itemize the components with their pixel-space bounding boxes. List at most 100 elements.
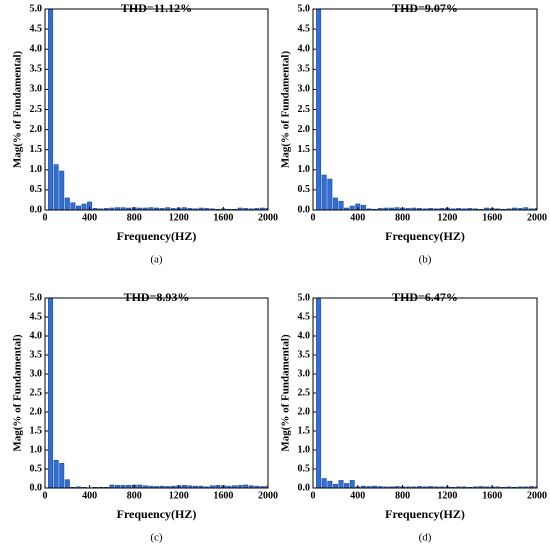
y-tick-label: 1.0	[30, 444, 43, 455]
y-tick-label: 2.0	[298, 406, 311, 417]
y-tick-label: 1.0	[298, 164, 311, 175]
y-tick-label: 2.0	[30, 406, 43, 417]
bar	[327, 178, 333, 210]
panel: 0.0 0.5 1.0 1.5 2.0 2.5 3.0 3.5 4.0 4.5 5.0 0 400 800…	[280, 290, 547, 544]
y-tick-label: 0.5	[30, 184, 43, 195]
y-tick-label: 0.0	[30, 482, 43, 493]
y-tick-label: 1.5	[298, 144, 311, 155]
chart-title: THD=11.12%	[121, 1, 192, 15]
y-axis-label: Mag(% of Fundamental)	[12, 334, 24, 452]
chart-title: THD=8.93%	[124, 290, 190, 304]
y-tick-label: 3.0	[298, 368, 311, 379]
x-tick-label: 800	[395, 490, 410, 501]
bar	[484, 207, 490, 210]
chart-title: THD=9.07%	[392, 1, 458, 15]
x-tick-label: 800	[127, 212, 142, 223]
y-tick-label: 2.0	[30, 124, 43, 135]
y-tick-label: 4.5	[30, 311, 43, 322]
bar	[332, 197, 338, 210]
bar	[198, 207, 204, 210]
bar	[338, 200, 344, 210]
bar	[327, 480, 333, 488]
bar	[70, 202, 76, 210]
bar	[360, 204, 366, 210]
bar	[366, 208, 372, 210]
bar	[53, 164, 59, 210]
bar	[461, 208, 467, 210]
x-tick-label: 2000	[527, 490, 547, 501]
caption: (b)	[419, 254, 432, 266]
y-tick-label: 0.0	[298, 482, 311, 493]
x-tick-label: 1200	[437, 490, 457, 501]
bar	[372, 485, 378, 488]
x-tick-label: 400	[82, 212, 97, 223]
bar	[98, 208, 104, 210]
panel: 0.0 0.5 1.0 1.5 2.0 2.5 3.0 3.5 4.0 4.5 5.0 0 400 800…	[12, 290, 278, 544]
y-tick-label: 4.0	[298, 43, 311, 54]
bar	[248, 208, 254, 210]
plot-frame	[44, 297, 269, 489]
y-tick-label: 3.0	[298, 84, 311, 95]
y-tick-label: 4.5	[298, 23, 311, 34]
panel: 0.0 0.5 1.0 1.5 2.0 2.5 3.0 3.5 4.0 4.5 5.0 0 400 800…	[12, 1, 278, 266]
bar	[154, 486, 159, 488]
y-tick-label: 2.5	[298, 387, 311, 398]
x-tick-label: 2000	[527, 212, 547, 223]
bar	[109, 207, 115, 210]
x-tick-label: 0	[43, 212, 48, 223]
bar	[534, 486, 537, 488]
y-tick-label: 0.5	[298, 463, 311, 474]
x-axis-label: Frequency(HZ)	[385, 229, 465, 243]
bar	[321, 174, 327, 210]
bar	[472, 208, 478, 210]
bar	[388, 207, 394, 210]
bar	[87, 201, 93, 210]
y-tick-label: 2.0	[298, 124, 311, 135]
x-tick-label: 1600	[482, 490, 502, 501]
bar	[154, 207, 159, 210]
caption: (d)	[419, 532, 432, 544]
x-tick-label: 0	[311, 212, 316, 223]
bar	[344, 207, 350, 210]
x-tick-label: 1600	[482, 212, 502, 223]
y-tick-label: 1.5	[30, 144, 43, 155]
bar	[377, 486, 383, 488]
bar	[512, 207, 518, 210]
x-tick-label: 400	[82, 490, 97, 501]
y-tick-label: 0.5	[30, 463, 43, 474]
y-tick-label: 4.0	[30, 330, 43, 341]
bar	[209, 485, 215, 488]
bar	[59, 463, 65, 488]
bar	[187, 485, 193, 488]
chart-title: THD=6.47%	[392, 290, 458, 304]
y-tick-label: 3.0	[30, 84, 43, 95]
bar	[126, 207, 132, 210]
y-tick-label: 3.5	[298, 64, 311, 75]
bar	[316, 298, 322, 488]
x-tick-label: 800	[127, 490, 142, 501]
y-tick-label: 5.0	[298, 292, 311, 303]
bar	[422, 208, 428, 210]
bar	[478, 486, 484, 488]
x-tick-label: 800	[395, 212, 410, 223]
bar	[534, 208, 537, 210]
bar	[411, 207, 417, 210]
plot-frame	[44, 8, 269, 211]
y-tick-label: 4.0	[30, 43, 43, 54]
y-tick-label: 2.5	[30, 387, 43, 398]
bar	[193, 208, 199, 210]
bar	[506, 208, 512, 210]
bar	[137, 207, 143, 210]
bar	[338, 480, 344, 488]
x-tick-label: 400	[350, 212, 365, 223]
bar	[416, 486, 422, 488]
bar	[321, 478, 327, 488]
y-tick-label: 3.5	[298, 349, 311, 360]
bar	[344, 483, 350, 488]
y-axis-label: Mag(% of Fundamental)	[12, 51, 24, 169]
y-tick-label: 1.5	[30, 425, 43, 436]
x-tick-label: 0	[43, 490, 48, 501]
y-tick-label: 0.0	[298, 204, 311, 215]
bar	[259, 486, 265, 488]
